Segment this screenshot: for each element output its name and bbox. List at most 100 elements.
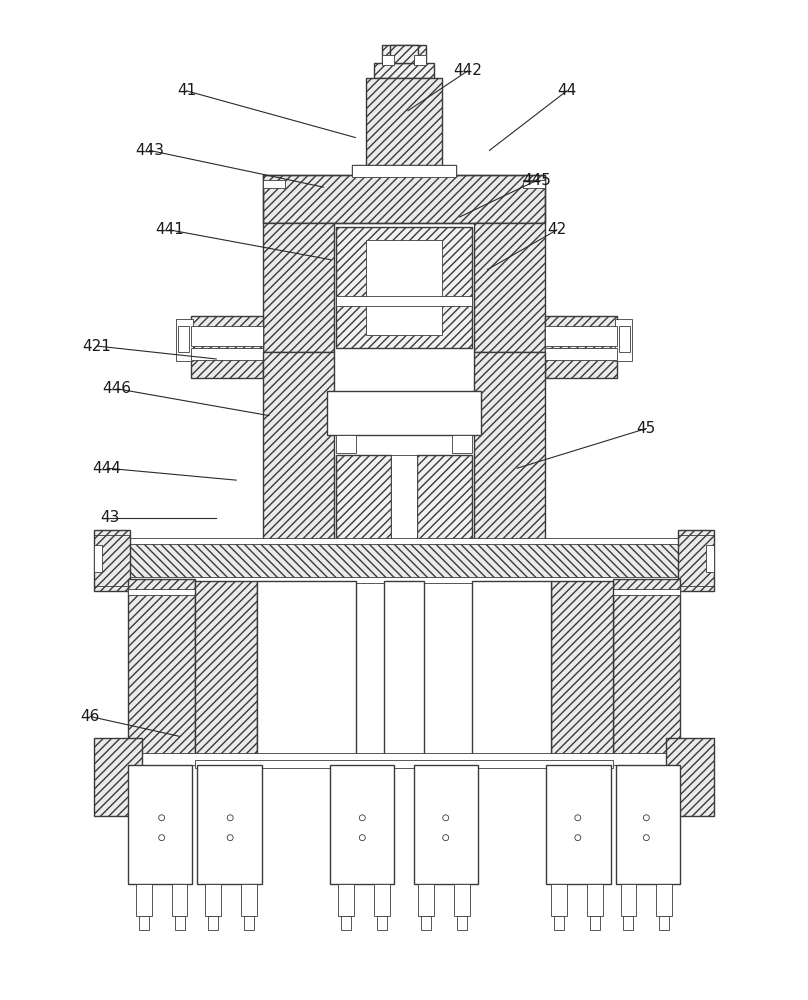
Text: 42: 42 bbox=[547, 222, 566, 237]
Bar bbox=[95, 535, 130, 586]
Bar bbox=[421, 916, 431, 930]
Bar bbox=[612, 589, 680, 595]
Text: 444: 444 bbox=[93, 461, 121, 476]
Bar bbox=[171, 884, 187, 916]
Bar bbox=[339, 884, 355, 916]
Bar bbox=[418, 884, 434, 916]
Bar bbox=[257, 581, 356, 755]
Bar bbox=[621, 884, 637, 916]
Bar bbox=[197, 765, 262, 884]
Bar bbox=[95, 738, 142, 816]
Bar bbox=[352, 165, 456, 177]
Bar bbox=[208, 916, 218, 930]
Text: 443: 443 bbox=[135, 143, 164, 158]
Text: 45: 45 bbox=[637, 421, 656, 436]
Bar bbox=[382, 55, 394, 65]
Bar bbox=[263, 180, 285, 188]
Bar bbox=[128, 538, 680, 544]
Text: 446: 446 bbox=[103, 381, 132, 396]
Bar bbox=[545, 348, 617, 360]
Bar bbox=[391, 455, 417, 545]
Bar bbox=[244, 916, 254, 930]
Bar bbox=[178, 326, 190, 352]
Bar bbox=[453, 884, 469, 916]
Text: 43: 43 bbox=[100, 510, 120, 525]
Text: 441: 441 bbox=[155, 222, 184, 237]
Bar bbox=[377, 916, 387, 930]
Bar bbox=[128, 765, 192, 884]
Bar bbox=[546, 765, 611, 884]
Bar bbox=[342, 916, 351, 930]
Bar bbox=[545, 326, 617, 346]
Text: 41: 41 bbox=[177, 83, 196, 98]
Bar bbox=[554, 916, 564, 930]
Bar bbox=[263, 175, 545, 223]
Bar bbox=[457, 916, 466, 930]
Bar bbox=[678, 535, 713, 586]
Bar bbox=[545, 316, 617, 378]
Bar bbox=[336, 455, 391, 545]
Bar bbox=[128, 577, 680, 583]
Bar bbox=[374, 884, 390, 916]
Bar bbox=[128, 753, 680, 765]
Bar bbox=[175, 916, 184, 930]
Bar bbox=[659, 916, 669, 930]
Bar bbox=[656, 884, 672, 916]
Bar bbox=[374, 63, 434, 78]
Bar bbox=[196, 581, 257, 755]
Text: 46: 46 bbox=[81, 709, 100, 724]
Bar bbox=[352, 165, 456, 175]
Bar bbox=[666, 738, 713, 816]
Bar bbox=[136, 884, 152, 916]
Bar bbox=[139, 916, 149, 930]
Bar bbox=[473, 352, 545, 546]
Bar bbox=[417, 455, 472, 545]
Bar bbox=[326, 391, 482, 435]
Text: 445: 445 bbox=[523, 173, 552, 188]
Bar bbox=[384, 581, 424, 755]
Bar bbox=[618, 326, 630, 352]
Bar bbox=[414, 55, 426, 65]
Bar bbox=[706, 545, 713, 572]
Bar bbox=[390, 45, 418, 63]
Bar bbox=[452, 435, 472, 453]
Bar bbox=[95, 545, 102, 572]
Bar bbox=[587, 884, 603, 916]
Bar bbox=[336, 296, 472, 306]
Bar bbox=[472, 581, 551, 755]
Text: 442: 442 bbox=[453, 63, 482, 78]
Bar bbox=[414, 765, 478, 884]
Bar bbox=[523, 180, 545, 188]
Bar bbox=[473, 223, 545, 352]
Bar bbox=[263, 223, 335, 352]
Bar bbox=[263, 175, 545, 223]
Bar bbox=[366, 78, 442, 167]
Bar bbox=[205, 884, 221, 916]
Bar bbox=[196, 760, 612, 768]
Bar bbox=[191, 348, 263, 360]
Bar bbox=[366, 240, 442, 335]
Bar bbox=[551, 884, 567, 916]
Bar bbox=[551, 581, 612, 755]
Bar bbox=[175, 319, 193, 361]
Text: 44: 44 bbox=[558, 83, 576, 98]
Bar bbox=[128, 540, 680, 581]
Bar bbox=[612, 579, 680, 758]
Bar bbox=[191, 316, 263, 378]
Bar bbox=[241, 884, 257, 916]
Bar bbox=[95, 530, 130, 591]
Bar bbox=[336, 435, 356, 453]
Bar bbox=[330, 765, 394, 884]
Bar bbox=[624, 916, 633, 930]
Bar bbox=[263, 352, 335, 546]
Bar bbox=[590, 916, 600, 930]
Bar bbox=[382, 45, 426, 63]
Text: 421: 421 bbox=[82, 339, 112, 354]
Bar bbox=[128, 589, 196, 595]
Bar bbox=[678, 530, 713, 591]
Bar bbox=[128, 579, 196, 758]
Bar bbox=[616, 765, 680, 884]
Bar bbox=[191, 326, 263, 346]
Bar bbox=[336, 227, 472, 348]
Bar bbox=[615, 319, 633, 361]
